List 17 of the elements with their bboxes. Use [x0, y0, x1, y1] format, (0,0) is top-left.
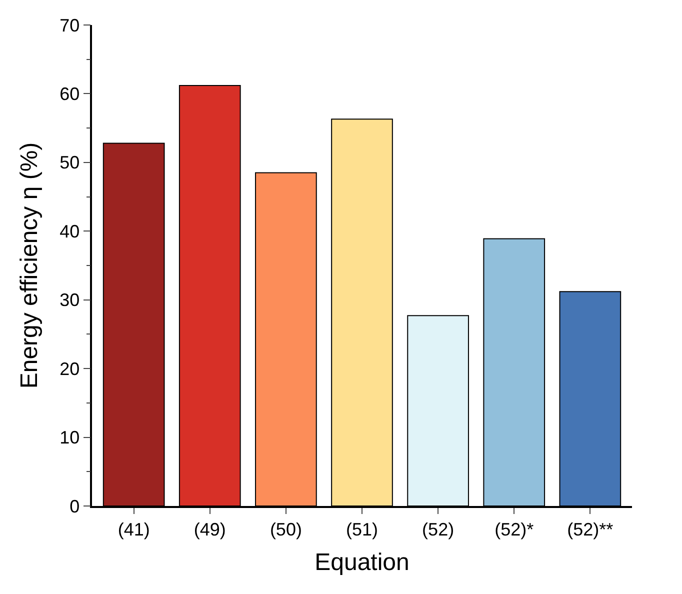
y-tick-label: 70 [60, 15, 80, 36]
x-tick-label: (41) [118, 519, 150, 540]
y-tick-label: 0 [70, 496, 80, 516]
x-tick-label: (51) [346, 519, 378, 540]
x-tick-label: (52)** [567, 519, 614, 540]
x-axis-title: Equation [314, 549, 410, 576]
y-tick-label: 30 [60, 290, 80, 310]
y-tick-label: 10 [60, 428, 80, 448]
y-axis-title: Energy efficiency η (%) [16, 142, 44, 389]
y-tick-label: 60 [60, 84, 80, 104]
y-tick-label: 40 [60, 221, 80, 242]
x-tick-label: (49) [194, 519, 226, 540]
x-tick-label: (52)* [494, 519, 534, 540]
x-tick-label: (52) [422, 519, 454, 540]
y-tick-label: 20 [60, 358, 80, 379]
y-tick-label: 50 [60, 152, 80, 173]
x-tick-label: (50) [270, 519, 302, 540]
